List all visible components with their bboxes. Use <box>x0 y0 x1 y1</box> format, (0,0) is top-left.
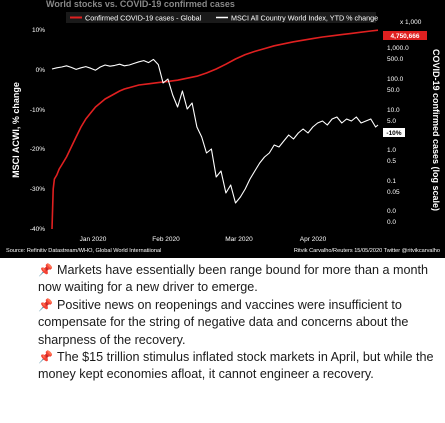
right-tick-label: 0.5 <box>387 158 396 165</box>
pushpin-icon: 📌 <box>38 350 53 365</box>
left-tick-label: 10% <box>32 27 45 34</box>
paragraph-text: Markets have essentially been range boun… <box>38 263 428 295</box>
left-tick-label: -40% <box>30 226 45 233</box>
pushpin-icon: 📌 <box>38 297 53 312</box>
right-tick-label: 10.0 <box>387 107 400 114</box>
right-tick-label: 100.0 <box>387 76 404 83</box>
x-tick-label: Apr 2020 <box>300 236 327 243</box>
right-tick-label: 500.0 <box>387 56 404 63</box>
series-layer <box>51 29 379 230</box>
message-paragraph: 📌 The $15 trillion stimulus inflated stoc… <box>38 349 438 384</box>
right-tick-label: 1,000.0 <box>387 45 409 52</box>
left-tick-label: -20% <box>30 146 45 153</box>
x-tick-label: Feb 2020 <box>152 236 180 243</box>
message-text: 📌 Markets have essentially been range bou… <box>38 262 438 384</box>
right-tick-label: 5.0 <box>387 118 396 125</box>
chart-credit: Ritvik Carvalho/Reuters 15/05/2020 Twitt… <box>294 248 440 254</box>
chart-svg: World stocks vs. COVID-19 confirmed case… <box>6 0 441 254</box>
chart-source: Source: Refinitiv Datastream/WHO, Global… <box>6 248 161 254</box>
message-paragraph: 📌 Markets have essentially been range bou… <box>38 262 438 297</box>
msci-value-badge <box>383 128 405 137</box>
paragraph-text: Positive news on reopenings and vaccines… <box>38 297 409 347</box>
cases-value-badge <box>383 31 427 40</box>
cases-series-line <box>51 29 379 230</box>
msci-value-label: -10% <box>386 130 401 137</box>
right-tick-label: 50.0 <box>387 87 400 94</box>
right-axis-title: COVID-19 confirmed cases (log scale) <box>431 49 441 211</box>
chart-title: World stocks vs. COVID-19 confirmed case… <box>46 0 235 9</box>
cases-value-label: 4,750,666 <box>391 33 420 40</box>
msci-series-line <box>51 58 379 204</box>
x-axis: Jan 2020 Feb 2020 Mar 2020 Apr 2020 <box>80 236 327 243</box>
chart-image[interactable]: World stocks vs. COVID-19 confirmed case… <box>0 0 445 258</box>
right-tick-label: 0.1 <box>387 178 396 185</box>
right-axis: 1,000.0 500.0 100.0 50.0 10.0 5.0 1.0 0.… <box>387 45 409 226</box>
left-tick-label: 0% <box>36 67 46 74</box>
right-tick-label: 0.0 <box>387 219 396 226</box>
left-axis-title: MSCI ACWI, % change <box>11 82 21 178</box>
left-tick-label: -30% <box>30 186 45 193</box>
message-paragraph: 📌 Positive news on reopenings and vaccine… <box>38 297 438 349</box>
right-tick-label: 0.0 <box>387 208 396 215</box>
left-tick-label: -10% <box>30 107 45 114</box>
left-axis: 10% 0% -10% -20% -30% -40% <box>30 27 45 233</box>
x-tick-label: Mar 2020 <box>225 236 253 243</box>
paragraph-text: The $15 trillion stimulus inflated stock… <box>38 350 434 382</box>
right-tick-label: 1.0 <box>387 147 396 154</box>
right-scale-note: x 1,000 <box>400 19 422 26</box>
x-tick-label: Jan 2020 <box>80 236 107 243</box>
legend-label-cases: Confirmed COVID-19 cases - Global <box>85 14 202 23</box>
legend-label-msci: MSCI All Country World Index, YTD % chan… <box>231 14 378 23</box>
pushpin-icon: 📌 <box>38 263 53 277</box>
right-tick-label: 0.05 <box>387 189 400 196</box>
